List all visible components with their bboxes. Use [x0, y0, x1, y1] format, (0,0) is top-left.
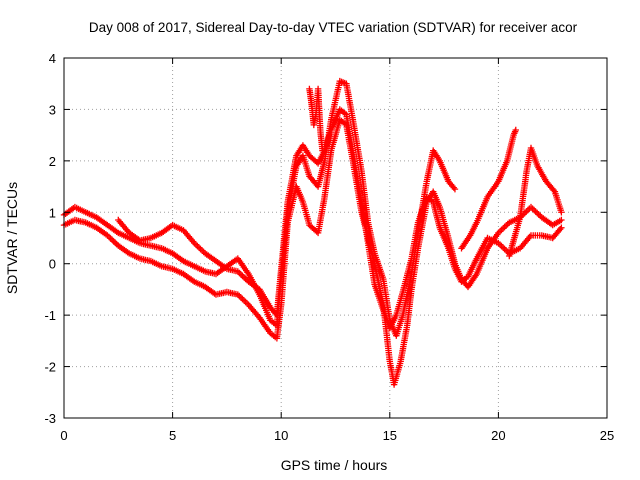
chart-title: Day 008 of 2017, Sidereal Day-to-day VTE… [89, 20, 578, 35]
x-axis-label: GPS time / hours [281, 457, 388, 473]
y-tick-label: 0 [49, 257, 56, 272]
series-markers-track-f [306, 85, 326, 154]
series-markers-track-d [458, 126, 519, 252]
y-tick-label: 3 [49, 102, 56, 117]
x-tick-label: 15 [383, 428, 397, 443]
y-tick-label: -3 [44, 411, 56, 426]
data-points [60, 77, 565, 388]
x-tick-label: 25 [600, 428, 614, 443]
y-tick-label: -2 [44, 360, 56, 375]
series-track-f [306, 85, 326, 154]
series-track-e [506, 144, 565, 260]
x-tick-label: 20 [491, 428, 505, 443]
x-tick-label: 0 [60, 428, 67, 443]
series-markers-track-c [115, 106, 565, 332]
series-markers-track-e [506, 144, 565, 260]
series-track-d [458, 126, 519, 252]
y-tick-label: 2 [49, 154, 56, 169]
x-tick-label: 5 [169, 428, 176, 443]
y-tick-label: -1 [44, 308, 56, 323]
plot-frame [63, 57, 608, 419]
x-tick-label: 10 [274, 428, 288, 443]
y-axis-label: SDTVAR / TECUs [4, 182, 20, 294]
y-tick-label: 4 [49, 51, 56, 66]
axis-ticks: 0 5 10 15 20 25 -3 -2 -1 0 1 2 3 4 [44, 51, 614, 443]
grid-lines [64, 58, 607, 418]
y-tick-label: 1 [49, 205, 56, 220]
series-track-c [115, 106, 565, 332]
